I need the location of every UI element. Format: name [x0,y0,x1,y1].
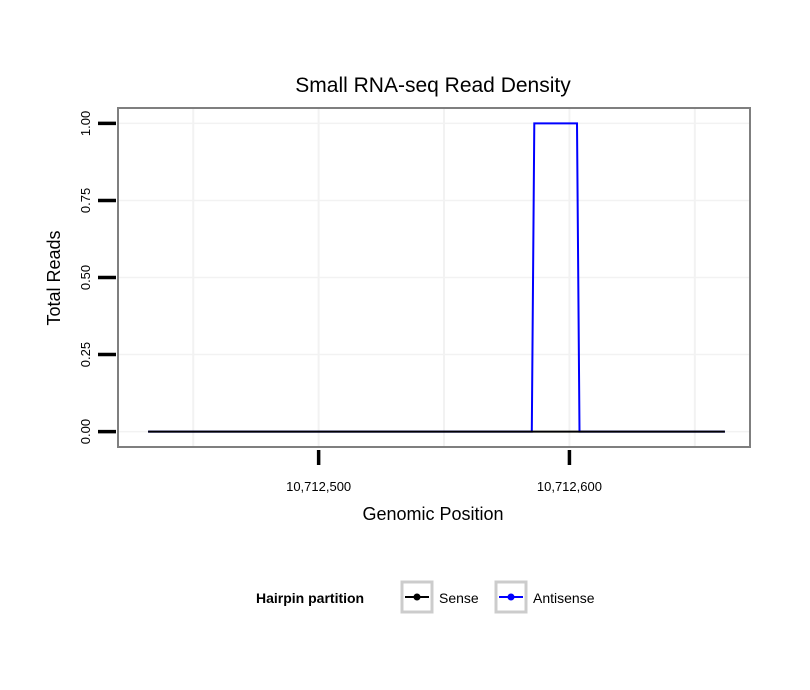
chart-title: Small RNA-seq Read Density [295,74,571,97]
y-tick-label: 1.00 [78,111,93,136]
legend-item-antisense: Antisense [494,580,595,614]
x-axis: 10,712,500 10,712,600 [286,450,602,494]
plot-border [117,107,751,448]
x-tick-label: 10,712,600 [537,479,602,494]
legend-label: Antisense [533,590,595,606]
series-layer [148,122,725,433]
legend-key-point [507,593,515,601]
y-axis: 0.00 0.25 0.50 0.75 1.00 [78,111,116,444]
legend-items: Sense Antisense [400,580,595,614]
x-axis-title: Genomic Position [362,504,503,524]
legend-item-sense: Sense [400,580,479,614]
y-tick-label: 0.25 [78,342,93,367]
y-tick-label: 0.50 [78,265,93,290]
y-tick-label: 0.00 [78,419,93,444]
legend: Hairpin partition Sense Antisense [256,580,595,614]
y-tick-label: 0.75 [78,188,93,213]
legend-title: Hairpin partition [256,590,364,606]
y-axis-title: Total Reads [44,230,64,325]
grid [118,108,750,447]
x-tick-label: 10,712,500 [286,479,351,494]
legend-key-point [413,593,421,601]
legend-label: Sense [439,590,479,606]
